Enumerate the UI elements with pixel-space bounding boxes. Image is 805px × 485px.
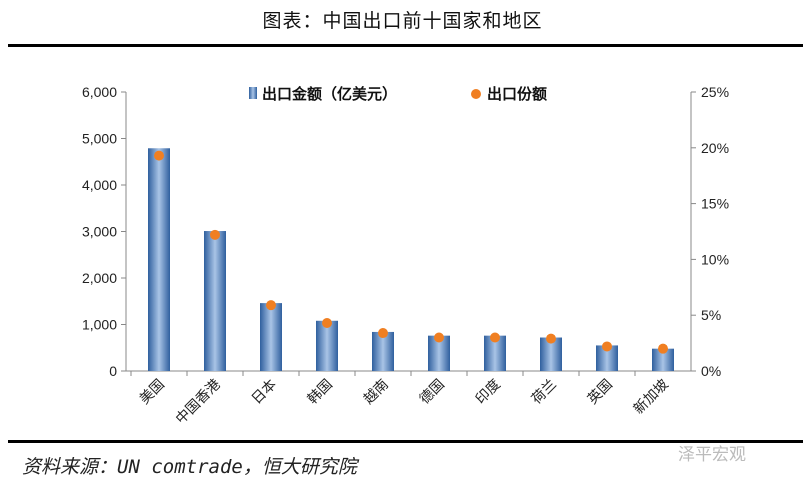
- x-tick-label: 印度: [472, 376, 503, 407]
- y2-tick-label: 0%: [701, 363, 721, 379]
- x-tick-label: 日本: [248, 376, 279, 407]
- bar-英国: [596, 345, 618, 371]
- share-dot-美国: [154, 150, 164, 161]
- x-tick-label: 德国: [416, 376, 447, 407]
- bar-韩国: [316, 320, 338, 371]
- x-tick-label: 美国: [136, 376, 167, 407]
- x-tick-label: 新加坡: [630, 376, 671, 417]
- top-rule: [8, 44, 803, 47]
- y-tick-label: 3,000: [82, 224, 117, 240]
- share-dot-日本: [266, 300, 276, 311]
- share-dot-荷兰: [546, 333, 556, 344]
- bar-新加坡: [652, 348, 674, 371]
- x-tick-label: 韩国: [304, 376, 335, 407]
- legend-dot-label: 出口份额: [487, 85, 547, 103]
- bottom-rule: [8, 440, 803, 443]
- bar-美国: [148, 148, 170, 371]
- y-tick-label: 6,000: [82, 84, 117, 100]
- bar-中国香港: [204, 231, 226, 371]
- share-dot-印度: [490, 332, 500, 343]
- y2-tick-label: 15%: [701, 196, 729, 212]
- legend-dot-swatch: [471, 89, 481, 99]
- bar-日本: [260, 303, 282, 371]
- y-tick-label: 4,000: [82, 177, 117, 193]
- share-dot-英国: [602, 341, 612, 352]
- y-tick-label: 2,000: [82, 270, 117, 286]
- bar-德国: [428, 335, 450, 371]
- legend-bar-swatch: [249, 87, 257, 99]
- x-tick-label: 越南: [360, 376, 391, 407]
- y2-tick-label: 10%: [701, 251, 729, 267]
- source-note: 资料来源：UN comtrade，恒大研究院: [22, 456, 357, 478]
- x-tick-label: 中国香港: [172, 376, 223, 427]
- bar-越南: [372, 331, 394, 371]
- chart-title: 图表：中国出口前十国家和地区: [262, 10, 543, 32]
- y2-tick-label: 25%: [701, 84, 729, 100]
- y2-tick-label: 5%: [701, 307, 721, 323]
- y-tick-label: 5,000: [82, 131, 117, 147]
- share-dot-德国: [434, 332, 444, 343]
- y-tick-label: 0: [109, 363, 117, 379]
- share-dot-韩国: [322, 318, 332, 329]
- share-dot-中国香港: [210, 229, 220, 240]
- y-tick-label: 1,000: [82, 317, 117, 333]
- legend-bar-label: 出口金额（亿美元）: [262, 85, 397, 103]
- bar-荷兰: [540, 337, 562, 371]
- share-dot-越南: [378, 328, 388, 339]
- x-tick-label: 荷兰: [528, 376, 559, 407]
- watermark: 泽平宏观: [678, 445, 746, 465]
- share-dot-新加坡: [658, 343, 668, 354]
- x-tick-label: 英国: [584, 376, 615, 407]
- bar-印度: [484, 335, 506, 371]
- y2-tick-label: 20%: [701, 140, 729, 156]
